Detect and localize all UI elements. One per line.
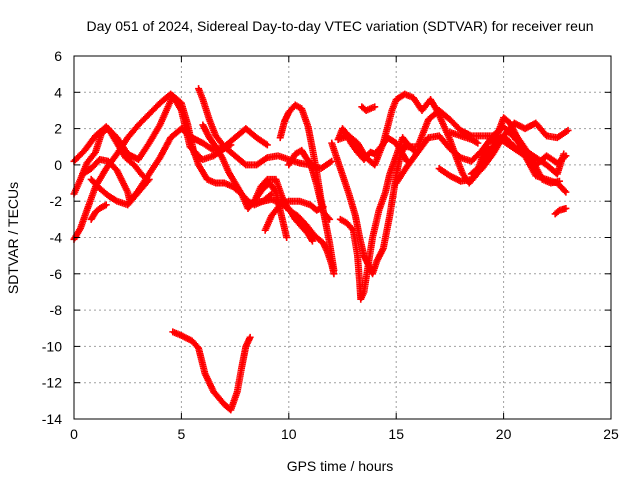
y-axis-label: SDTVAR / TECUs: [5, 182, 21, 294]
y-tick-label: 2: [54, 121, 62, 137]
axis-ticks: 0 5 10 15 20 25 -14 -12 -10 -8 -6 -4 -2 0 2 4 6: [42, 48, 619, 442]
data-point: [144, 177, 152, 185]
data-point: [561, 187, 569, 195]
x-tick-label: 5: [178, 426, 186, 442]
series-trace-3: [87, 201, 110, 223]
y-tick-label: -2: [50, 193, 63, 209]
data-point: [562, 152, 570, 160]
data-point: [564, 126, 572, 134]
series-trace-6: [87, 175, 153, 209]
data-point: [308, 236, 316, 244]
y-tick-label: -6: [50, 266, 63, 282]
y-tick-label: 6: [54, 48, 62, 64]
x-tick-label: 10: [281, 426, 297, 442]
data-point: [326, 215, 334, 223]
data-point: [555, 177, 563, 185]
data-point: [324, 214, 332, 222]
series-trace-14: [285, 146, 334, 223]
y-tick-label: -14: [42, 411, 62, 427]
y-tick-label: -10: [42, 338, 62, 354]
y-tick-label: -4: [50, 230, 63, 246]
data-point: [474, 139, 482, 147]
data-point: [271, 187, 279, 195]
data-points: [70, 85, 572, 414]
data-point: [328, 157, 336, 165]
y-tick-label: -12: [42, 375, 62, 391]
data-point: [283, 234, 291, 241]
data-point: [402, 156, 410, 164]
data-point: [562, 188, 570, 196]
x-tick-label: 0: [70, 426, 78, 442]
data-point: [562, 204, 570, 212]
series-trace-20: [358, 103, 379, 114]
series-trace-7: [169, 328, 254, 414]
y-tick-label: 4: [54, 84, 62, 100]
data-point: [102, 201, 110, 209]
chart-title: Day 051 of 2024, Sidereal Day-to-day VTE…: [86, 18, 593, 34]
data-point: [112, 196, 120, 204]
series-trace-18: [336, 134, 420, 303]
series-trace-27: [551, 204, 570, 218]
series-trace-24: [446, 128, 482, 147]
x-tick-label: 25: [603, 426, 619, 442]
series-trace-11: [253, 179, 291, 241]
y-tick-label: -8: [50, 302, 63, 318]
data-point: [308, 237, 316, 245]
data-point: [145, 175, 153, 183]
series-trace-19: [334, 90, 493, 187]
series-trace-26: [489, 132, 570, 169]
x-tick-label: 15: [388, 426, 404, 442]
data-point: [560, 153, 568, 161]
x-tick-label: 20: [496, 426, 512, 442]
data-point: [263, 141, 271, 149]
x-axis-label: GPS time / hours: [287, 458, 394, 474]
data-point: [371, 103, 379, 111]
data-point: [330, 266, 338, 274]
data-point: [246, 333, 254, 341]
y-tick-label: 0: [54, 157, 62, 173]
series-trace-15: [248, 195, 316, 245]
